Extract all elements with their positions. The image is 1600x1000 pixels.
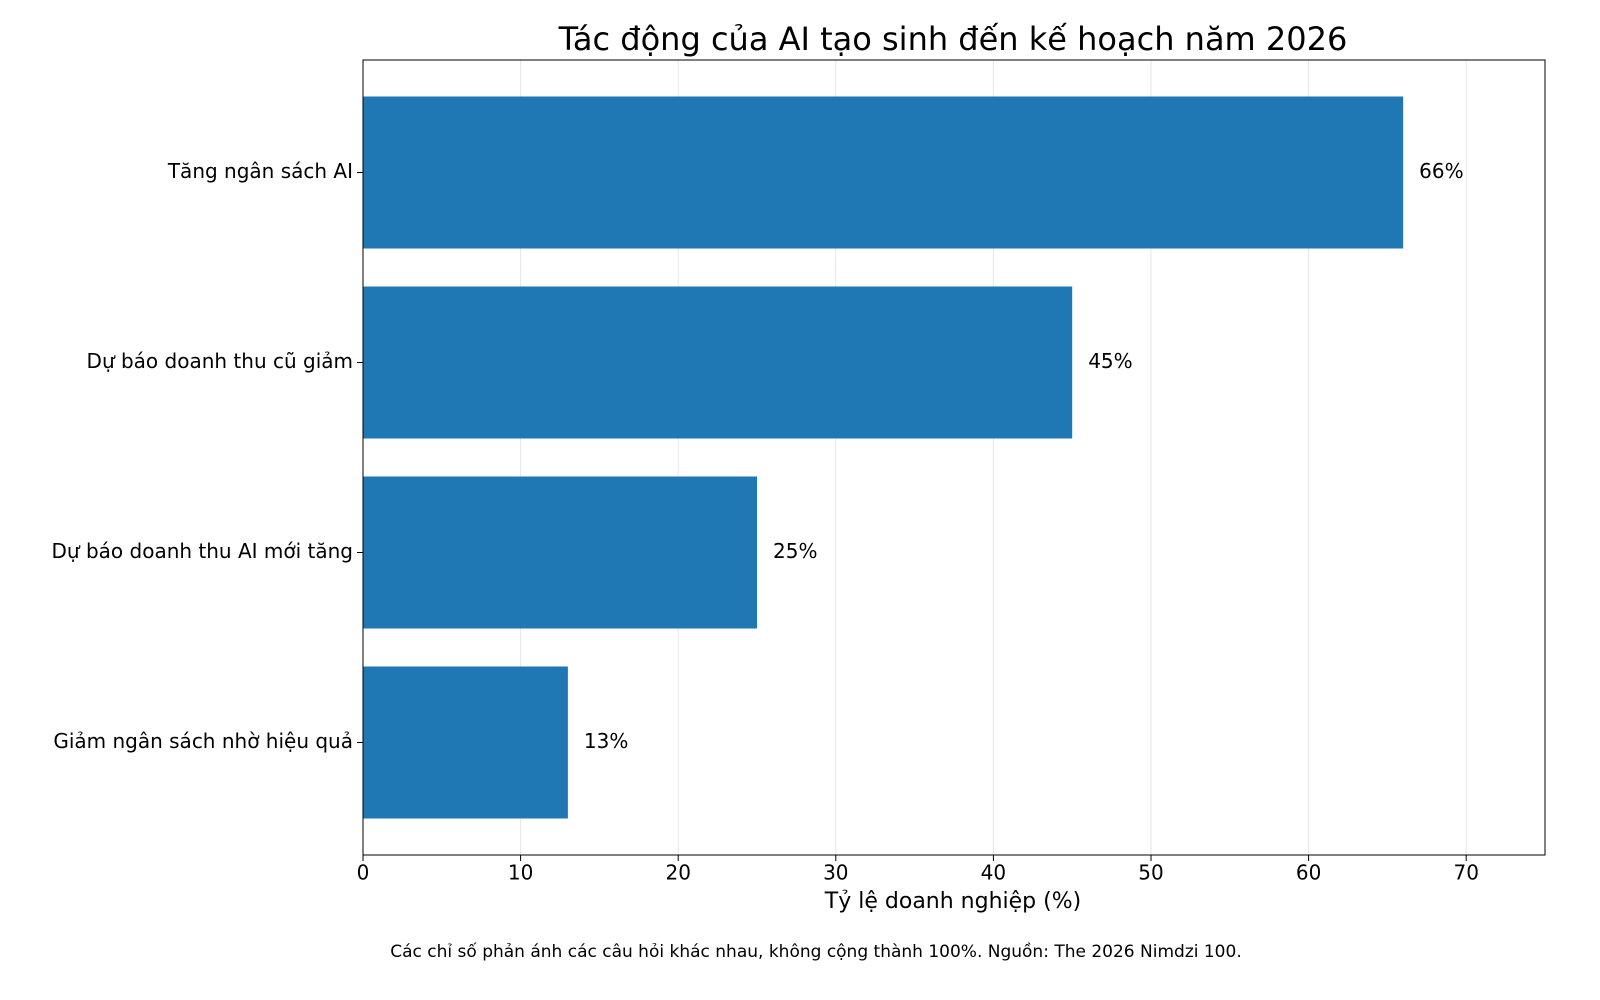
x-axis-label: Tỷ lệ doanh nghiệp (%) — [824, 889, 1081, 914]
chart-title: Tác động của AI tạo sinh đến kế hoạch nă… — [558, 20, 1348, 58]
y-tick-label: Dự báo doanh thu cũ giảm — [87, 349, 353, 373]
y-tick-label: Tăng ngân sách AI — [167, 159, 353, 183]
x-tick-label: 10 — [508, 861, 533, 885]
value-label: 25% — [773, 539, 817, 563]
x-tick-label: 70 — [1453, 861, 1478, 885]
value-label: 13% — [584, 729, 628, 753]
x-tick-label: 30 — [823, 861, 848, 885]
bar — [363, 476, 757, 629]
bar — [363, 286, 1073, 439]
bar — [363, 666, 568, 819]
x-tick-label: 20 — [665, 861, 690, 885]
footnote: Các chỉ số phản ánh các câu hỏi khác nha… — [390, 941, 1241, 962]
y-tick-label: Dự báo doanh thu AI mới tăng — [52, 539, 353, 563]
bar — [363, 96, 1404, 249]
plot-frame — [362, 59, 1546, 856]
value-label: 45% — [1088, 349, 1132, 373]
y-tick-label: Giảm ngân sách nhờ hiệu quả — [53, 729, 353, 753]
x-tick-label: 0 — [357, 861, 370, 885]
x-tick-label: 60 — [1296, 861, 1321, 885]
x-tick-label: 50 — [1138, 861, 1163, 885]
x-tick-label: 40 — [981, 861, 1006, 885]
value-label: 66% — [1419, 159, 1463, 183]
